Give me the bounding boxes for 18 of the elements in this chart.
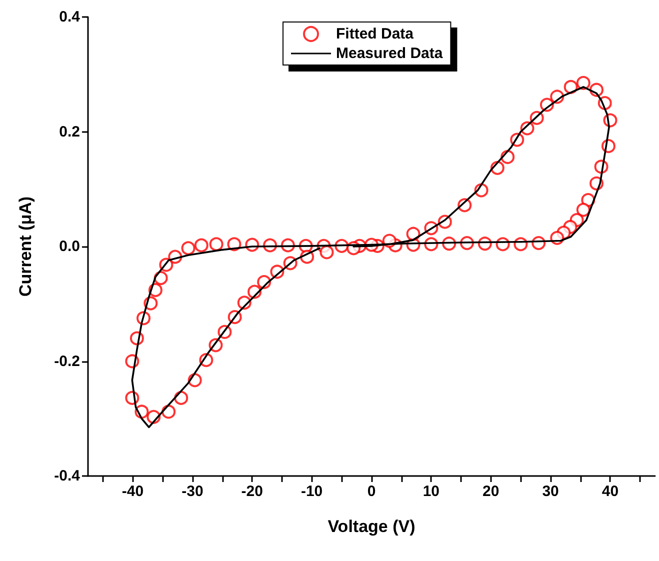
x-tick-label: -20 [241, 483, 263, 500]
legend-label: Measured Data [336, 45, 444, 62]
x-tick-label: 30 [542, 483, 559, 500]
x-tick-label: 0 [367, 483, 376, 500]
x-axis-title: Voltage (V) [328, 517, 416, 536]
y-tick-label: 0.4 [59, 8, 81, 26]
x-tick-label: 40 [602, 483, 619, 500]
y-tick-label: -0.4 [54, 468, 81, 484]
y-axis-title: Current (μA) [16, 196, 35, 297]
x-tick-label: -40 [122, 483, 144, 500]
y-tick-label: 0.0 [59, 238, 80, 255]
y-tick-label: -0.2 [54, 352, 80, 370]
x-tick-label: -10 [300, 483, 323, 500]
legend-label: Fitted Data [336, 26, 414, 42]
x-tick-label: -30 [182, 483, 204, 500]
x-tick-label: 10 [422, 483, 440, 500]
y-tick-label: 0.2 [59, 123, 80, 140]
x-tick-label: 20 [482, 483, 500, 500]
